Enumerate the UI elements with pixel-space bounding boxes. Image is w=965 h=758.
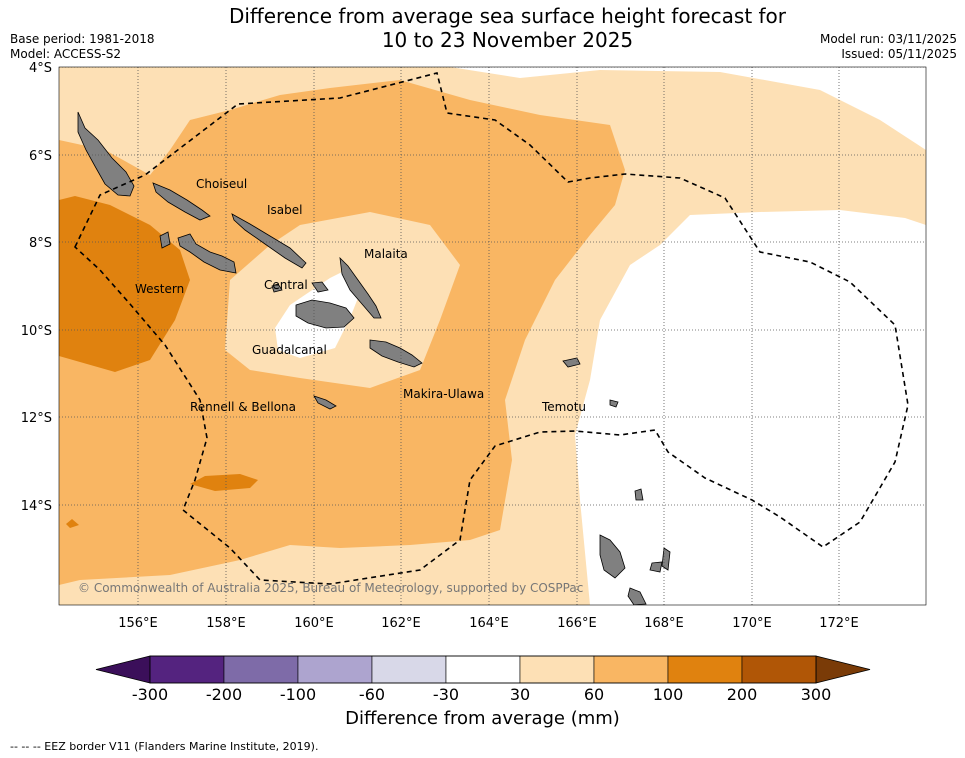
neutral-region-north [450,67,926,150]
lon-tick-label: 172°E [819,616,859,631]
label-guadalcanal: Guadalcanal [252,343,327,357]
eez-borders [74,72,909,585]
lat-tick-label: 10°S [21,324,52,339]
label-makira-ulawa: Makira-Ulawa [403,387,484,401]
colorbar-tick-label: 30 [510,685,530,704]
lon-tick-label: 158°E [206,616,246,631]
colorbar-tick-label: -200 [206,685,242,704]
island-choiseul [152,182,211,221]
lat-tick-label: 8°S [29,236,52,251]
label-isabel: Isabel [267,203,302,217]
colorbar-segment [297,655,373,684]
lat-tick-label: 6°S [29,149,52,164]
meta-left: Base period: 1981-2018 Model: ACCESS-S2 [10,32,155,62]
label-rennell-bellona: Rennell & Bellona [190,400,296,414]
lat-tick-label: 12°S [21,411,52,426]
island-bougainville [77,111,135,197]
lat-axis: 4°S 6°S 8°S 10°S 12°S 14°S [21,61,52,514]
label-western: Western [135,282,184,296]
colorbar-frame [149,655,817,684]
island-vanikoro [609,399,619,408]
issued-date: Issued: 05/11/2025 [841,47,957,61]
colorbar-tick-label: -30 [433,685,459,704]
colorbar-segment [741,655,817,684]
colorbar-extend-high [815,655,871,684]
lat-tick-label: 4°S [29,61,52,76]
model-run: Model run: 03/11/2025 [819,32,957,46]
colorbar-segment [149,655,225,684]
island-rennell [313,395,337,410]
colorbar-segment [593,655,669,684]
colorbar: -300 -200 -100 -60 -30 30 60 100 200 300 [95,655,871,704]
copyright-text: © Commonwealth of Australia 2025, Bureau… [78,581,583,595]
island-vella-lavella [159,231,171,249]
colorbar-title: Difference from average (mm) [345,708,620,729]
island-espiritu-santo [599,534,626,579]
title-line-1: Difference from average sea surface heig… [228,4,787,28]
lon-tick-label: 160°E [294,616,334,631]
band-100-200-small [66,519,79,528]
lon-axis: 156°E 158°E 160°E 162°E 164°E 166°E 168°… [118,616,859,631]
island-pentecost [649,561,663,573]
eez-solomon [74,72,909,585]
colorbar-segment [445,655,521,684]
base-period: Base period: 1981-2018 [10,32,155,46]
lat-tick-label: 14°S [21,499,52,514]
island-savo [271,283,283,293]
island-malekula [627,587,647,605]
colorbar-segment [519,655,595,684]
meta-right: Model run: 03/11/2025 Issued: 05/11/2025 [820,32,957,62]
province-labels: Choiseul Isabel Malaita Western Central … [135,177,586,414]
band-100-200-south [190,474,258,491]
lon-tick-label: 156°E [118,616,158,631]
colorbar-segment [223,655,299,684]
islands [77,111,671,605]
lon-tick-label: 166°E [557,616,597,631]
lon-tick-label: 170°E [732,616,772,631]
island-santa-cruz [562,357,581,368]
colorbar-tick-label: 200 [727,685,758,704]
eez-legend-note: -- -- -- EEZ border V11 (Flanders Marine… [10,740,319,753]
lon-tick-label: 168°E [644,616,684,631]
island-banks [634,488,644,501]
colorbar-tick-label: -100 [280,685,316,704]
island-florida [311,281,329,293]
label-choiseul: Choiseul [196,177,247,191]
model-name: Model: ACCESS-S2 [10,47,122,61]
island-malaita [339,256,382,319]
island-guadalcanal [295,299,355,329]
anomaly-field: © Commonwealth of Australia 2025, Bureau… [59,67,926,605]
band-100-200-west [59,196,190,372]
island-makira [369,339,423,368]
colorbar-segment [667,655,743,684]
map-title: Difference from average sea surface heig… [150,4,865,52]
island-isabel [231,213,307,269]
label-temotu: Temotu [541,400,586,414]
colorbar-tick-label: 60 [584,685,604,704]
colorbar-tick-label: -300 [132,685,168,704]
label-central: Central [264,278,308,292]
lon-tick-label: 164°E [469,616,509,631]
label-malaita: Malaita [364,247,408,261]
colorbar-tick-label: 100 [653,685,684,704]
colorbar-extend-low [95,655,151,684]
island-new-georgia [177,233,237,274]
colorbar-segment [371,655,447,684]
colorbar-tick-label: -60 [359,685,385,704]
lon-tick-label: 162°E [381,616,421,631]
neutral-region-east [575,210,926,605]
colorbar-tick-label: 300 [801,685,832,704]
map-frame [58,66,927,606]
title-line-2: 10 to 23 November 2025 [381,28,634,52]
